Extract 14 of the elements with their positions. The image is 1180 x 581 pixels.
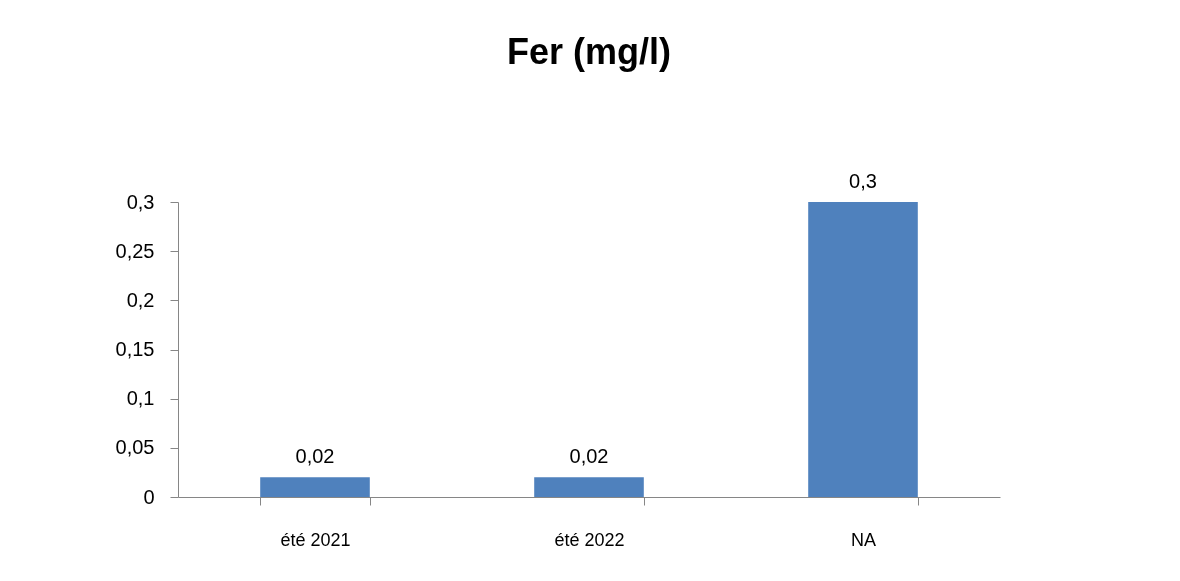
y-tick-label: 0,3 xyxy=(126,190,155,213)
data-label: 0,02 xyxy=(295,445,335,468)
y-tick-label: 0,25 xyxy=(115,239,155,262)
y-tick-label: 0,1 xyxy=(126,387,155,410)
y-tick-label: 0 xyxy=(143,485,155,508)
data-label: 0,02 xyxy=(569,445,609,468)
x-tick-label: été 2022 xyxy=(554,529,625,550)
y-tick-label: 0,05 xyxy=(115,436,155,459)
y-tick-label: 0,2 xyxy=(126,288,155,311)
y-tick-label: 0,15 xyxy=(115,338,155,360)
chart-title: Fer (mg/l) xyxy=(506,31,672,72)
data-label: 0,3 xyxy=(849,170,877,192)
x-tick-label: été 2021 xyxy=(280,529,351,550)
x-tick-label: NA xyxy=(850,529,877,550)
